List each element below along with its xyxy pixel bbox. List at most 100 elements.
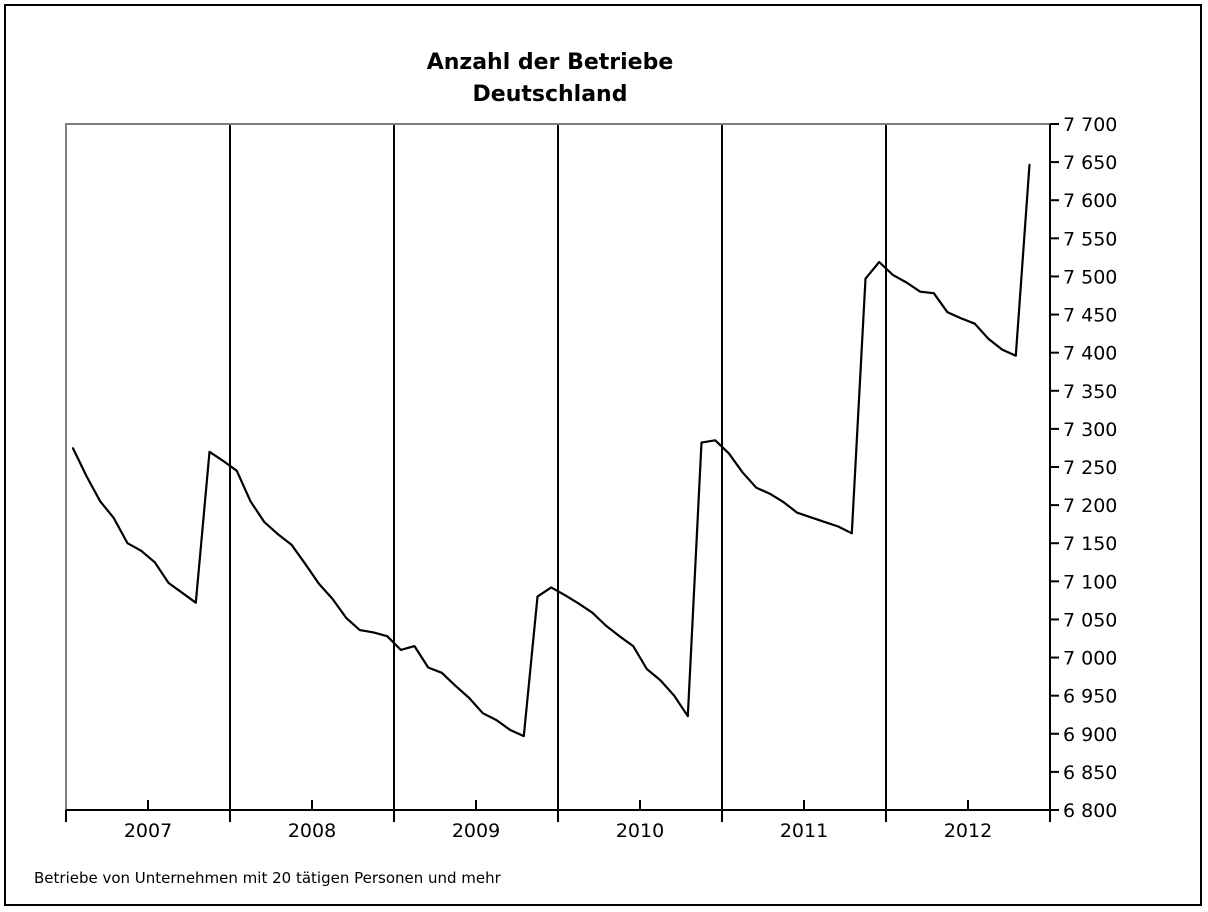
data-point [564, 594, 566, 596]
x-tick-label: 2010 [616, 820, 664, 842]
data-point [550, 586, 552, 589]
y-tick-label: 7 100 [1063, 571, 1117, 593]
data-point [222, 460, 224, 462]
data-point [878, 261, 880, 263]
data-point [933, 292, 935, 295]
data-point [728, 452, 730, 455]
data-point [851, 532, 853, 535]
data-point [495, 719, 498, 721]
data-point [919, 290, 921, 293]
data-point [960, 317, 962, 320]
data-point [837, 525, 839, 528]
data-point [864, 277, 867, 280]
footnote: Betriebe von Unternehmen mit 20 tätigen … [34, 869, 502, 887]
data-point [755, 486, 757, 489]
data-point [468, 697, 470, 699]
data-point [769, 492, 771, 495]
data-point [72, 447, 74, 449]
data-point [386, 635, 388, 638]
axes [65, 123, 1059, 822]
y-tick-label: 7 650 [1063, 152, 1117, 174]
data-point [523, 735, 525, 737]
data-point [782, 501, 785, 503]
data-point [331, 598, 334, 600]
data-point [140, 550, 142, 552]
line-chart: 6 800 6 850 6 900 6 950 7 000 7 050 7 100 7 150… [34, 50, 1118, 887]
data-point [290, 543, 293, 546]
data-point [591, 611, 593, 614]
labels: 6 800 6 850 6 900 6 950 7 000 7 050 7 100 7 150… [124, 114, 1118, 842]
y-tick-label: 7 600 [1063, 190, 1117, 212]
chart-title: Anzahl der Betriebe [427, 50, 674, 75]
y-tick-label: 7 550 [1063, 228, 1117, 250]
data-point [1028, 163, 1031, 166]
y-tick-label: 7 350 [1063, 381, 1117, 403]
data-point [304, 563, 306, 565]
data-point [1015, 354, 1017, 357]
y-tick-label: 7 450 [1063, 305, 1117, 327]
y-tick-label: 7 700 [1063, 114, 1117, 136]
data-point [577, 602, 580, 605]
data-point [659, 679, 662, 682]
data-point [441, 672, 443, 674]
data-point [413, 645, 416, 647]
data-point [208, 450, 211, 453]
data-point [892, 274, 894, 276]
x-tick-label: 2009 [452, 820, 500, 842]
data-point [113, 517, 115, 519]
y-tick-label: 6 800 [1063, 800, 1117, 822]
data-point [400, 649, 402, 651]
data-point [632, 645, 634, 647]
data-point [974, 322, 976, 325]
data-point [372, 631, 375, 634]
series [71, 163, 1031, 738]
x-tick-label: 2011 [780, 820, 828, 842]
data-point [345, 617, 347, 619]
data-point [905, 281, 908, 284]
data-point [249, 500, 252, 503]
y-tick-label: 7 300 [1063, 419, 1117, 441]
data-point [181, 591, 183, 594]
data-point [454, 684, 457, 687]
data-point [509, 729, 511, 731]
data-point [236, 470, 238, 472]
chart-frame: 6 800 6 850 6 900 6 950 7 000 7 050 7 100 7 150… [4, 4, 1202, 906]
data-point [277, 533, 279, 535]
y-tick-label: 6 850 [1063, 762, 1117, 784]
y-tick-label: 7 050 [1063, 609, 1117, 631]
data-point [1001, 348, 1003, 351]
data-point [85, 475, 88, 477]
y-tick-label: 7 500 [1063, 266, 1117, 288]
data-point [482, 712, 484, 714]
data-point [810, 516, 812, 519]
data-point [673, 694, 675, 697]
data-point [700, 441, 703, 444]
data-point [99, 500, 101, 503]
data-point [126, 542, 129, 545]
y-tick-label: 6 900 [1063, 724, 1117, 746]
data-point [618, 635, 621, 638]
x-tick-label: 2012 [944, 820, 992, 842]
data-point [946, 311, 949, 314]
y-tick-label: 7 150 [1063, 533, 1117, 555]
y-tick-label: 7 400 [1063, 343, 1117, 365]
data-point [687, 715, 689, 718]
y-tick-label: 7 200 [1063, 495, 1117, 517]
data-point [536, 595, 539, 598]
data-point [714, 439, 716, 442]
data-point [263, 521, 265, 523]
y-tick-label: 7 250 [1063, 457, 1117, 479]
data-point [154, 561, 156, 564]
y-tick-label: 7 000 [1063, 648, 1117, 670]
chart-subtitle: Deutschland [473, 82, 628, 107]
data-point [741, 471, 744, 474]
x-tick-label: 2008 [288, 820, 336, 842]
data-point [167, 582, 170, 584]
data-point [605, 624, 607, 627]
data-point [318, 582, 320, 585]
data-point [646, 668, 648, 670]
data-point [796, 511, 798, 514]
data-point [427, 666, 429, 669]
data-point [987, 338, 990, 340]
data-point [823, 521, 826, 523]
